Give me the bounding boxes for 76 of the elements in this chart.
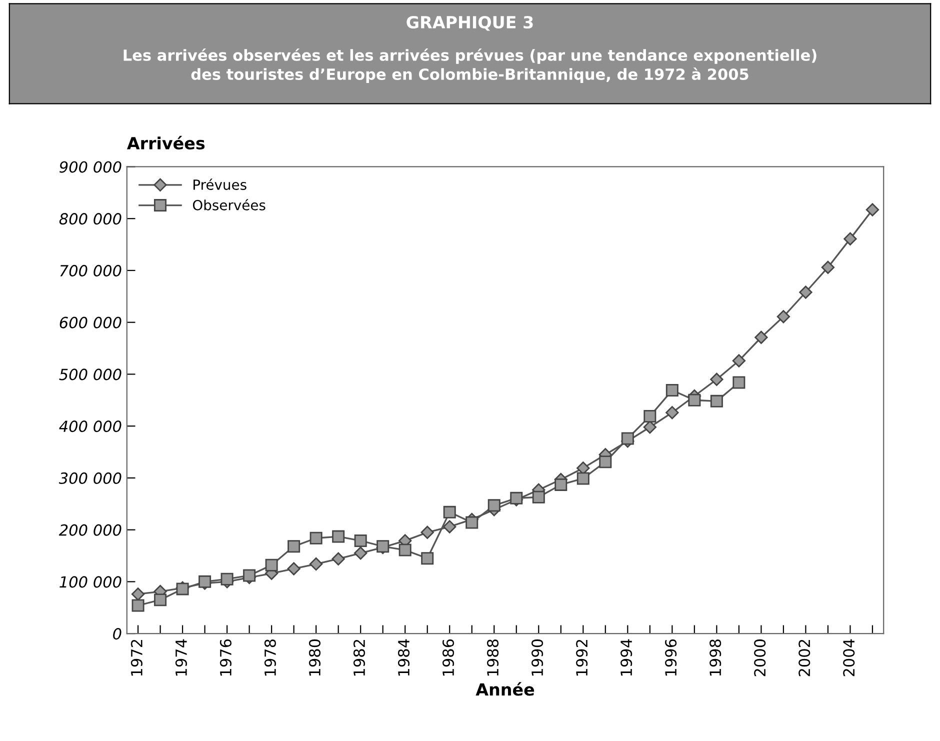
point xyxy=(488,499,500,512)
chart-title: GRAPHIQUE 3 xyxy=(406,16,533,31)
point xyxy=(710,394,723,408)
x-tick-label: 1972 xyxy=(130,640,142,676)
x-tick-label: 1996 xyxy=(665,639,677,676)
x-axis-title: Année xyxy=(476,682,534,696)
point xyxy=(599,456,612,468)
point xyxy=(844,232,857,246)
point xyxy=(354,534,367,547)
point xyxy=(198,575,212,588)
point xyxy=(866,203,880,216)
x-tick-label: 1994 xyxy=(620,639,632,676)
point xyxy=(643,420,656,434)
point xyxy=(754,330,768,344)
x-tick-label: 2004 xyxy=(843,639,855,676)
x-tick-label: 1998 xyxy=(710,639,722,676)
point xyxy=(732,354,746,368)
y-axis-title: Arrivées xyxy=(126,136,205,150)
x-tick-label: 1978 xyxy=(264,639,276,676)
x-tick-label: 1980 xyxy=(308,639,321,676)
point xyxy=(710,372,724,386)
point xyxy=(132,599,144,612)
point xyxy=(420,526,434,539)
point xyxy=(310,532,322,544)
y-tick-label: 500 000 xyxy=(59,368,122,380)
point xyxy=(154,594,167,606)
point xyxy=(398,544,412,556)
point xyxy=(466,516,478,529)
x-tick-label: 1974 xyxy=(175,639,187,676)
point xyxy=(265,558,278,572)
y-tick-label: 400 000 xyxy=(59,420,122,432)
point xyxy=(554,478,568,491)
legend-label: Observées xyxy=(192,199,266,210)
point xyxy=(354,546,368,560)
x-tick-label: 2000 xyxy=(754,639,766,676)
point xyxy=(732,376,746,389)
x-tick-label: 1990 xyxy=(532,639,544,676)
point xyxy=(421,552,434,565)
point xyxy=(288,540,300,553)
point xyxy=(287,562,300,576)
point xyxy=(644,410,656,422)
point xyxy=(243,569,256,582)
x-tick-label: 1984 xyxy=(398,639,410,676)
x-tick-label: 1988 xyxy=(487,639,499,676)
y-tick-label: 100 000 xyxy=(60,576,122,588)
point xyxy=(799,286,812,299)
y-tick-label: 0 xyxy=(113,628,122,640)
x-tick-label: 1992 xyxy=(576,640,588,676)
y-tick-label: 900 000 xyxy=(60,161,122,173)
point xyxy=(688,394,701,406)
point xyxy=(332,552,345,566)
y-tick-label: 700 000 xyxy=(60,264,122,276)
x-tick-label: 1986 xyxy=(442,639,454,676)
y-tick-label: 300 000 xyxy=(58,472,122,484)
point xyxy=(576,472,590,485)
point xyxy=(510,492,523,504)
point xyxy=(220,572,234,586)
point xyxy=(443,506,456,518)
point xyxy=(332,530,345,543)
x-tick-label: 2002 xyxy=(798,640,810,676)
point xyxy=(776,310,790,324)
point xyxy=(443,520,456,534)
y-tick-label: 600 000 xyxy=(60,316,122,328)
chart-subtitle: Les arrivées observées et les arrivées prévues (par une tendance exponentielle) des touristes d’Europe en Colombie-Britannique, de 1972 à 2005 xyxy=(124,48,816,83)
point xyxy=(666,384,678,397)
point xyxy=(821,260,835,274)
y-tick-label: 200 000 xyxy=(58,524,122,536)
point xyxy=(666,406,679,420)
legend-label: Prévues xyxy=(194,178,246,190)
point xyxy=(131,588,145,601)
y-tick-label: 800 000 xyxy=(59,213,122,225)
x-tick-label: 1976 xyxy=(220,639,232,676)
point xyxy=(532,490,545,504)
point xyxy=(309,557,323,571)
x-tick-label: 1982 xyxy=(353,640,366,676)
point xyxy=(621,432,634,445)
